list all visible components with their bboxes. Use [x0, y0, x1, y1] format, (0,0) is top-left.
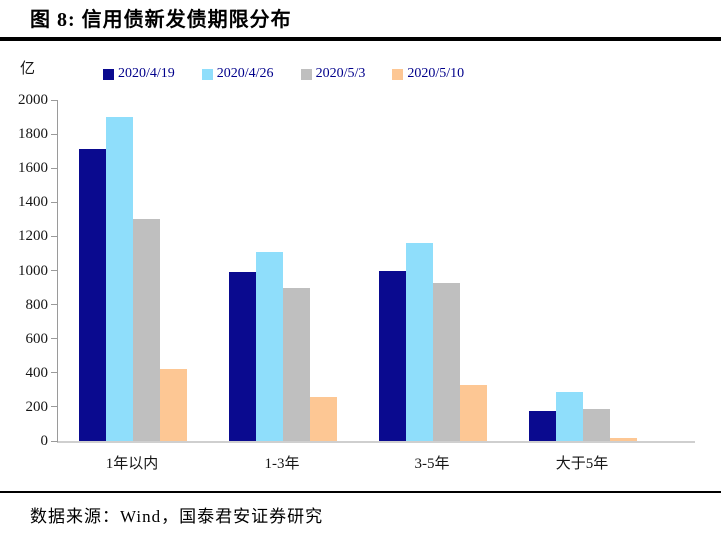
legend-item: 2020/4/26 — [201, 66, 274, 82]
y-axis-label: 0 — [40, 433, 49, 449]
bar — [160, 368, 187, 441]
legend-label: 2020/5/10 — [407, 66, 465, 81]
chart-legend: 2020/4/19 2020/4/26 2020/5/3 2020/5/10 — [103, 66, 464, 82]
y-axis-tick — [51, 167, 58, 169]
y-axis-tick — [51, 440, 58, 442]
bar — [79, 149, 106, 441]
y-axis-tick — [51, 270, 58, 271]
bar — [283, 288, 310, 441]
y-axis-label: 400 — [25, 364, 49, 381]
bar — [433, 283, 460, 441]
bar-group — [508, 100, 658, 441]
bar — [379, 270, 406, 441]
legend-item: 2020/5/10 — [392, 66, 464, 82]
y-axis-label: 200 — [25, 398, 49, 415]
bar — [529, 411, 556, 441]
legend-swatch — [201, 68, 213, 80]
y-axis-label: 2000 — [18, 92, 48, 108]
y-axis-label: 1000 — [18, 262, 48, 279]
legend-swatch — [300, 68, 312, 80]
bar — [460, 384, 487, 441]
bar — [406, 243, 433, 441]
legend-swatch — [103, 68, 114, 80]
y-axis-tick — [51, 201, 58, 203]
source-divider — [0, 491, 721, 493]
legend-label: 2020/4/19 — [118, 66, 175, 81]
x-axis-label: 1-3年 — [264, 456, 300, 472]
bar — [256, 251, 283, 441]
title-divider — [0, 37, 721, 41]
y-axis-tick — [51, 338, 58, 340]
y-axis-tick — [51, 235, 58, 237]
y-axis-label: 1400 — [18, 194, 48, 211]
bar — [610, 437, 637, 441]
bar-group — [358, 100, 508, 441]
plot-area — [51, 99, 695, 443]
y-axis-tick — [51, 406, 58, 408]
bar — [310, 396, 337, 441]
y-axis-unit-label: 亿 — [20, 61, 36, 77]
bar — [583, 408, 610, 441]
legend-item: 2020/5/3 — [300, 66, 366, 82]
y-axis-label: 600 — [25, 330, 49, 347]
bar — [133, 219, 160, 441]
bar — [229, 272, 256, 441]
bar — [106, 117, 133, 441]
legend-item: 2020/4/19 — [103, 66, 175, 82]
y-axis-label: 800 — [25, 296, 49, 313]
y-axis-tick — [51, 372, 58, 374]
source-text: 数据来源：Wind，国泰君安证券研究 — [30, 507, 324, 526]
figure-title: 图 8: 信用债新发债期限分布 — [30, 9, 292, 31]
legend-label: 2020/4/26 — [216, 66, 274, 81]
bar-group — [58, 100, 208, 441]
legend-swatch — [392, 68, 404, 80]
x-axis-label: 1年以内 — [105, 456, 159, 472]
x-axis-label: 大于5年 — [555, 456, 609, 472]
x-axis-label: 3-5年 — [414, 456, 450, 472]
y-axis-tick — [51, 99, 58, 101]
y-axis-label: 1800 — [18, 126, 48, 143]
y-axis-label: 1600 — [18, 160, 48, 177]
bar — [556, 391, 583, 441]
y-axis-tick — [51, 133, 58, 135]
legend-label: 2020/5/3 — [315, 66, 366, 81]
y-axis-label: 1200 — [18, 228, 48, 245]
y-axis-tick — [51, 304, 58, 306]
bar-group — [208, 100, 358, 441]
